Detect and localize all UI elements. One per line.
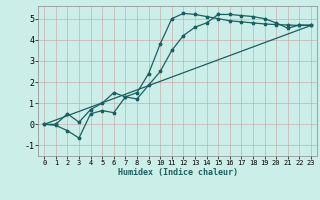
X-axis label: Humidex (Indice chaleur): Humidex (Indice chaleur): [118, 168, 238, 177]
